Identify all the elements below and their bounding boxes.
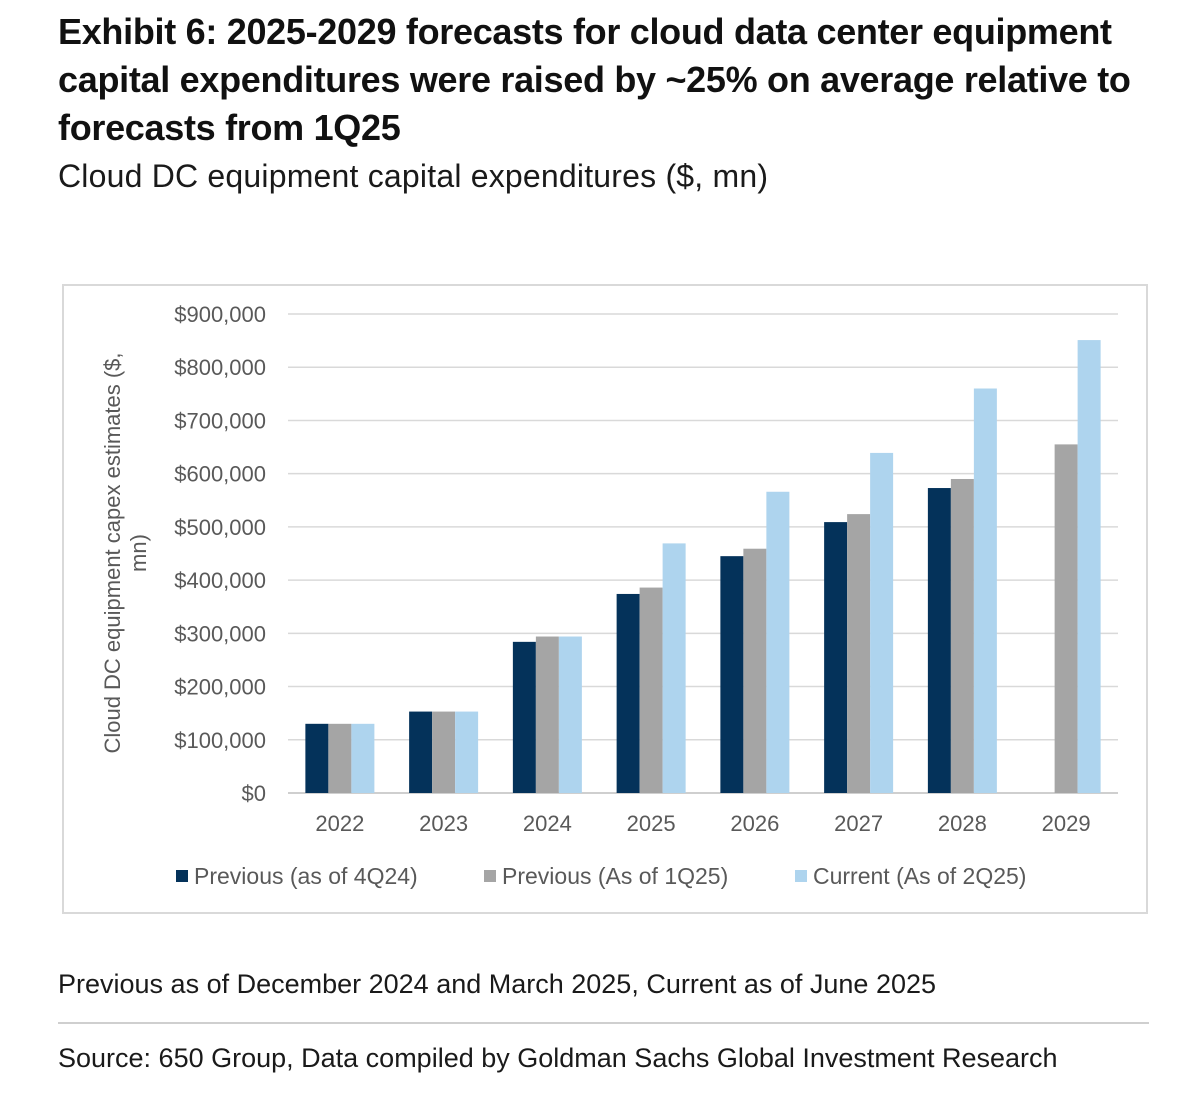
x-tick-label-2028: 2028 <box>938 811 987 836</box>
source-note: Source: 650 Group, Data compiled by Gold… <box>58 1043 1058 1073</box>
bar-2025-series-2 <box>639 587 663 793</box>
bar-2027-series-2 <box>847 514 871 793</box>
x-tick-label-2023: 2023 <box>419 811 468 836</box>
y-tick-label: $100,000 <box>174 728 266 753</box>
x-tick-label-2026: 2026 <box>730 811 779 836</box>
bar-2026-series-3 <box>766 491 790 793</box>
bar-2028-series-2 <box>950 478 974 793</box>
bar-2028-series-3 <box>973 388 997 793</box>
legend-label-3: Current (As of 2Q25) <box>813 863 1026 889</box>
y-tick-label: $400,000 <box>174 568 266 593</box>
bar-2023-series-3 <box>455 711 479 793</box>
footnote: Previous as of December 2024 and March 2… <box>58 969 937 999</box>
y-tick-label: $800,000 <box>174 355 266 380</box>
bar-2022-series-2 <box>328 723 352 793</box>
legend-label-2: Previous (As of 1Q25) <box>502 863 728 889</box>
bar-2023-series-2 <box>432 711 456 793</box>
x-tick-label-2024: 2024 <box>523 811 572 836</box>
y-tick-label: $200,000 <box>174 675 266 700</box>
y-tick-label: $900,000 <box>174 302 266 327</box>
y-axis-label: Cloud DC equipment capex estimates ($,mn… <box>100 352 151 753</box>
bar-2028-series-1 <box>927 488 951 793</box>
y-tick-label: $0 <box>242 781 266 806</box>
bar-2024-series-2 <box>535 636 559 793</box>
legend: Previous (as of 4Q24) Previous (As of 1Q2… <box>176 863 1026 889</box>
bar-2023-series-1 <box>409 711 433 793</box>
exhibit-title: Exhibit 6: 2025-2029 forecasts for cloud… <box>58 11 1131 148</box>
legend-label-1: Previous (as of 4Q24) <box>194 863 418 889</box>
y-tick-label: $500,000 <box>174 515 266 540</box>
exhibit-subtitle: Cloud DC equipment capital expenditures … <box>58 158 769 194</box>
bar-2027-series-1 <box>824 522 848 793</box>
bar-2029-series-2 <box>1054 444 1078 793</box>
y-tick-label: $600,000 <box>174 462 266 487</box>
x-tick-label-2029: 2029 <box>1042 811 1091 836</box>
legend-swatch-2 <box>484 870 496 882</box>
bar-2026-series-2 <box>743 548 767 793</box>
divider <box>58 1022 1149 1024</box>
x-tick-label-2027: 2027 <box>834 811 883 836</box>
bars <box>305 340 1101 793</box>
bar-2029-series-3 <box>1077 340 1101 793</box>
legend-swatch-1 <box>176 870 188 882</box>
bar-2022-series-3 <box>351 723 375 793</box>
x-axis-ticks: 2022 2023 2024 2025 2026 2027 2028 2029 <box>315 811 1090 836</box>
bar-2024-series-1 <box>512 641 536 793</box>
bar-2022-series-1 <box>305 723 329 793</box>
bar-2025-series-3 <box>662 543 686 793</box>
bar-2024-series-3 <box>558 636 582 793</box>
x-tick-label-2025: 2025 <box>627 811 676 836</box>
bar-2025-series-1 <box>616 593 640 793</box>
x-tick-label-2022: 2022 <box>315 811 364 836</box>
y-tick-label: $300,000 <box>174 621 266 646</box>
y-axis-ticks: $0 $100,000 $200,000 $300,000 $400,000 $500,0… <box>174 302 266 806</box>
bar-2026-series-1 <box>720 556 744 793</box>
y-tick-label: $700,000 <box>174 408 266 433</box>
legend-swatch-3 <box>795 870 807 882</box>
bar-2027-series-3 <box>870 452 894 793</box>
